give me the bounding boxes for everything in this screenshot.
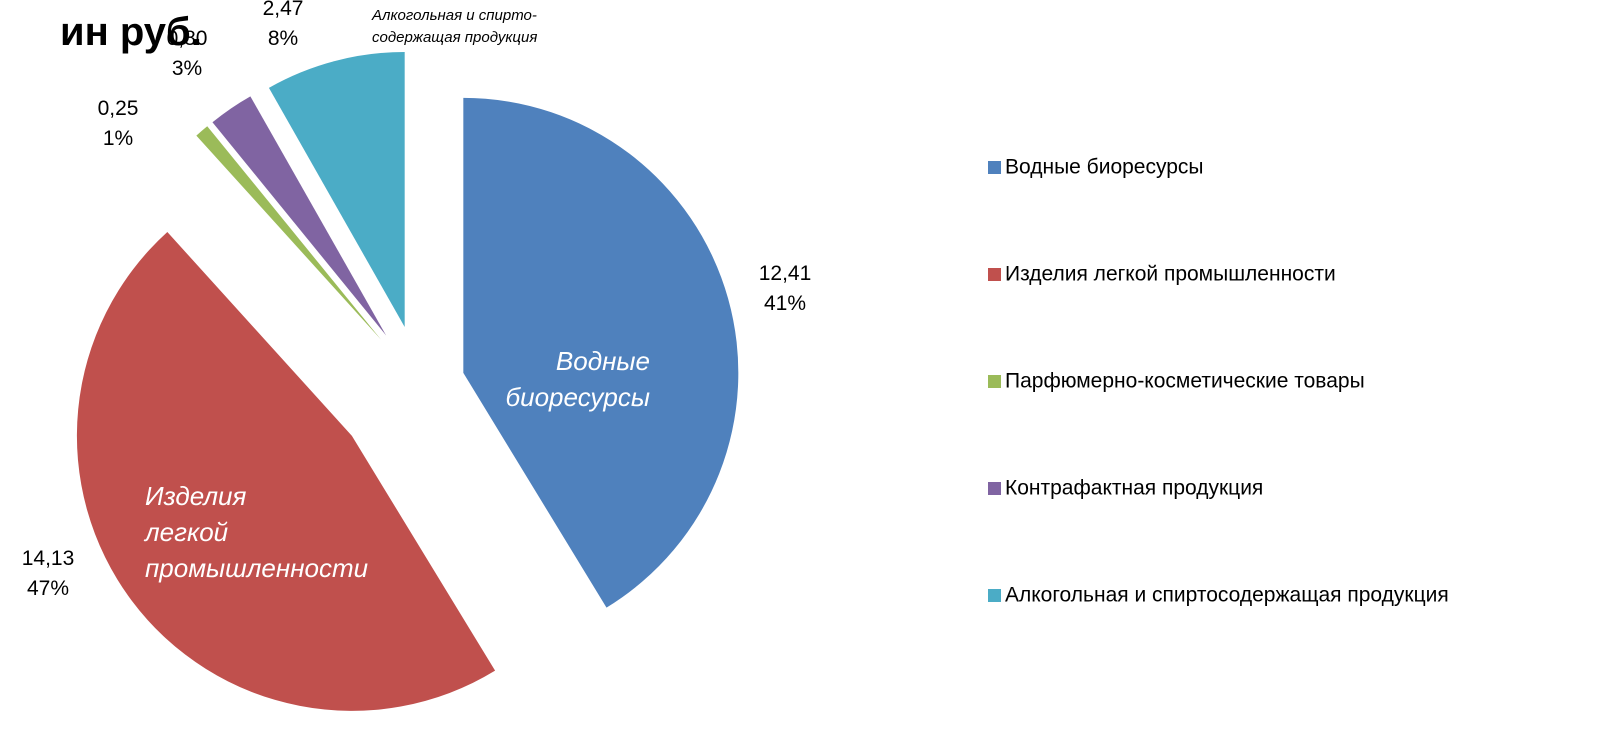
percent-label: 1% (103, 127, 133, 150)
legend-swatch (988, 589, 1001, 602)
value-label: 2,47 (263, 0, 304, 20)
legend-label: Алкогольная и спиртосодержащая продукция (1005, 584, 1449, 607)
legend-label: Изделия легкой промышленности (1005, 263, 1336, 286)
legend-label: Контрафактная продукция (1005, 477, 1263, 500)
legend-swatch (988, 482, 1001, 495)
pie-slice (77, 232, 495, 711)
legend-swatch (988, 268, 1001, 281)
value-label: 0,80 (167, 27, 208, 50)
legend-label: Парфюмерно-косметические товары (1005, 370, 1365, 393)
chart: ин руб. 12,4141%Водныебиоресурсы14,1347%… (0, 0, 1605, 736)
value-label: 0,25 (98, 97, 139, 120)
legend-swatch (988, 161, 1001, 174)
percent-label: 8% (268, 27, 298, 50)
percent-label: 3% (172, 57, 202, 80)
value-label: 12,41 (759, 262, 812, 285)
legend-swatch (988, 375, 1001, 388)
value-label: 14,13 (22, 547, 75, 570)
slice-label: Алкогольная и спирто-содержащая продукци… (371, 7, 537, 46)
legend-label: Водные биоресурсы (1005, 156, 1204, 179)
percent-label: 47% (27, 577, 69, 600)
percent-label: 41% (764, 292, 806, 315)
